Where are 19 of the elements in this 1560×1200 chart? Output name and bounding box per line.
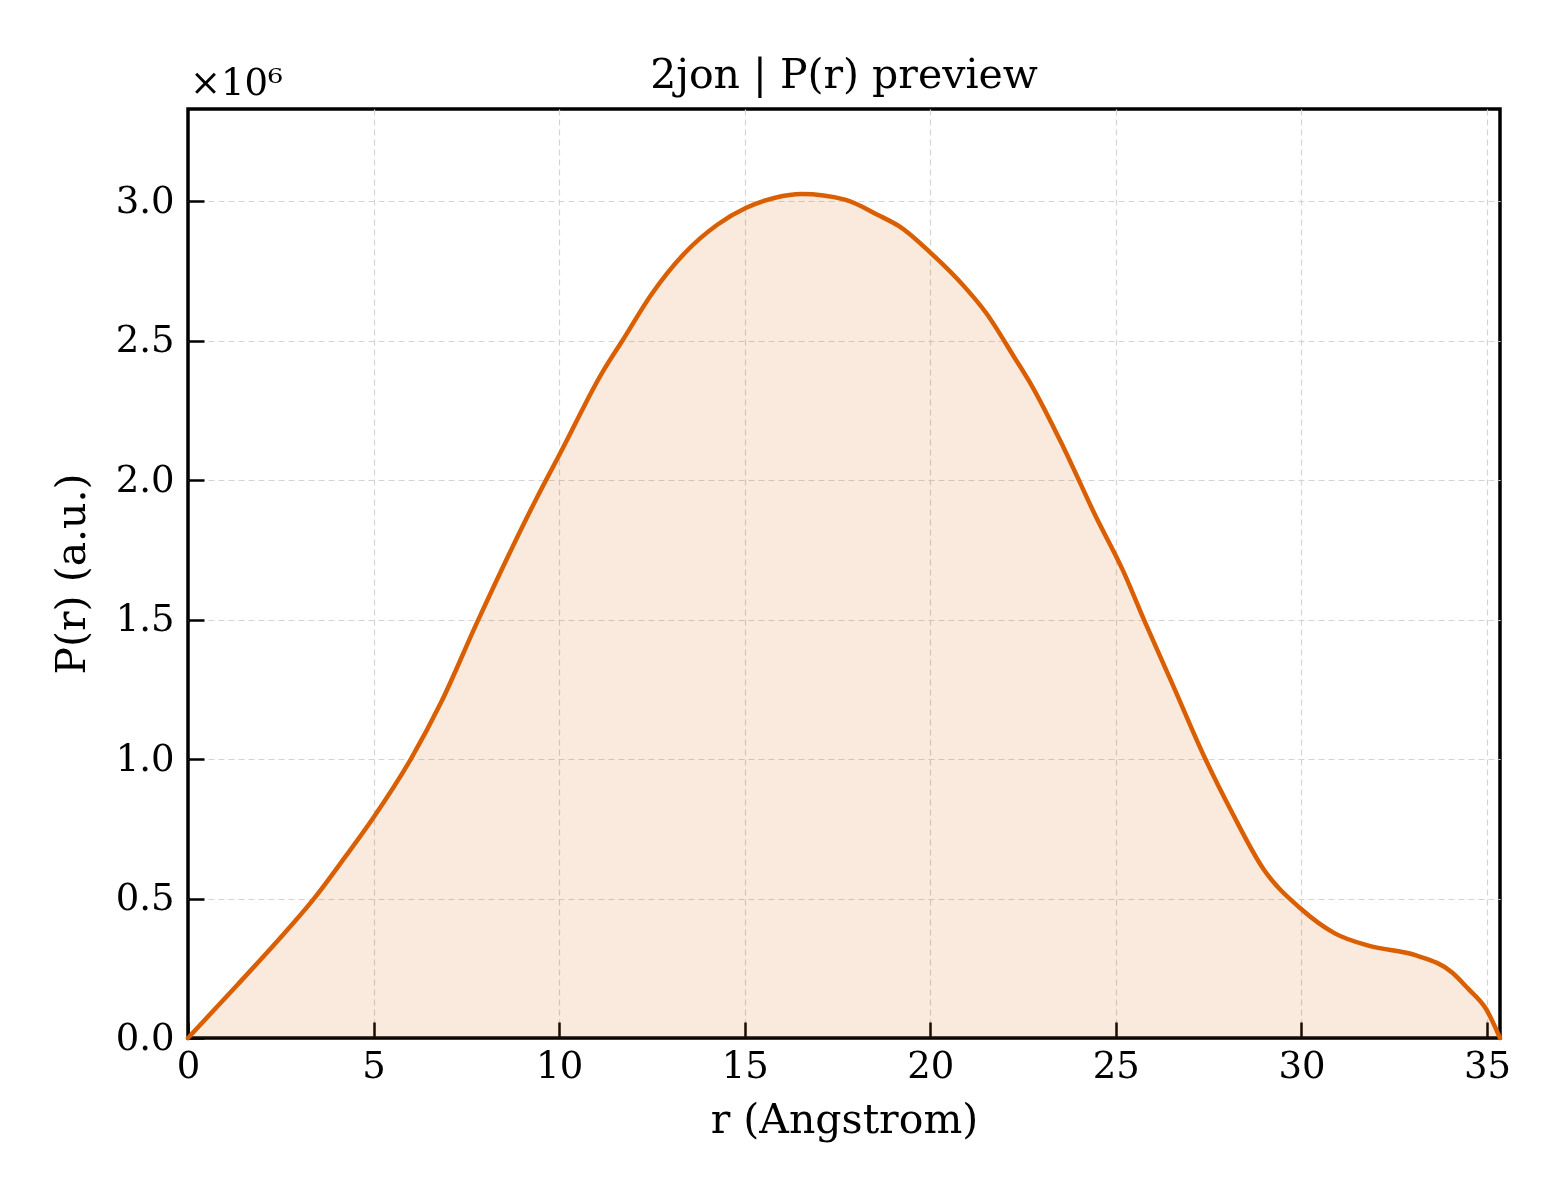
y-tick-label: 2.0 — [115, 457, 175, 501]
x-tick-label: 0 — [176, 1043, 201, 1087]
y-axis-title: P(r) (a.u.) — [46, 473, 95, 675]
x-tick-label: 10 — [536, 1043, 584, 1087]
x-tick-label: 35 — [1463, 1043, 1512, 1087]
x-tick-label: 5 — [362, 1043, 386, 1087]
text: ×10⁶ — [190, 61, 283, 104]
y-tick-label: 2.5 — [115, 318, 175, 362]
y-tick-label: 1.0 — [115, 736, 175, 780]
y-tick-label: 0.0 — [115, 1015, 175, 1059]
y-tick-label: 1.5 — [115, 597, 175, 641]
x-tick-label: 15 — [721, 1043, 769, 1087]
x-tick-label: 25 — [1092, 1043, 1140, 1087]
y-tick-label: 3.0 — [115, 178, 175, 222]
x-tick-label: 20 — [907, 1043, 955, 1087]
x-tick-label: 30 — [1278, 1043, 1326, 1087]
chart-title: 2jon | P(r) preview — [650, 50, 1038, 98]
x-axis-title: r (Angstrom) — [710, 1094, 979, 1143]
y-tick-label: 0.5 — [115, 876, 175, 920]
